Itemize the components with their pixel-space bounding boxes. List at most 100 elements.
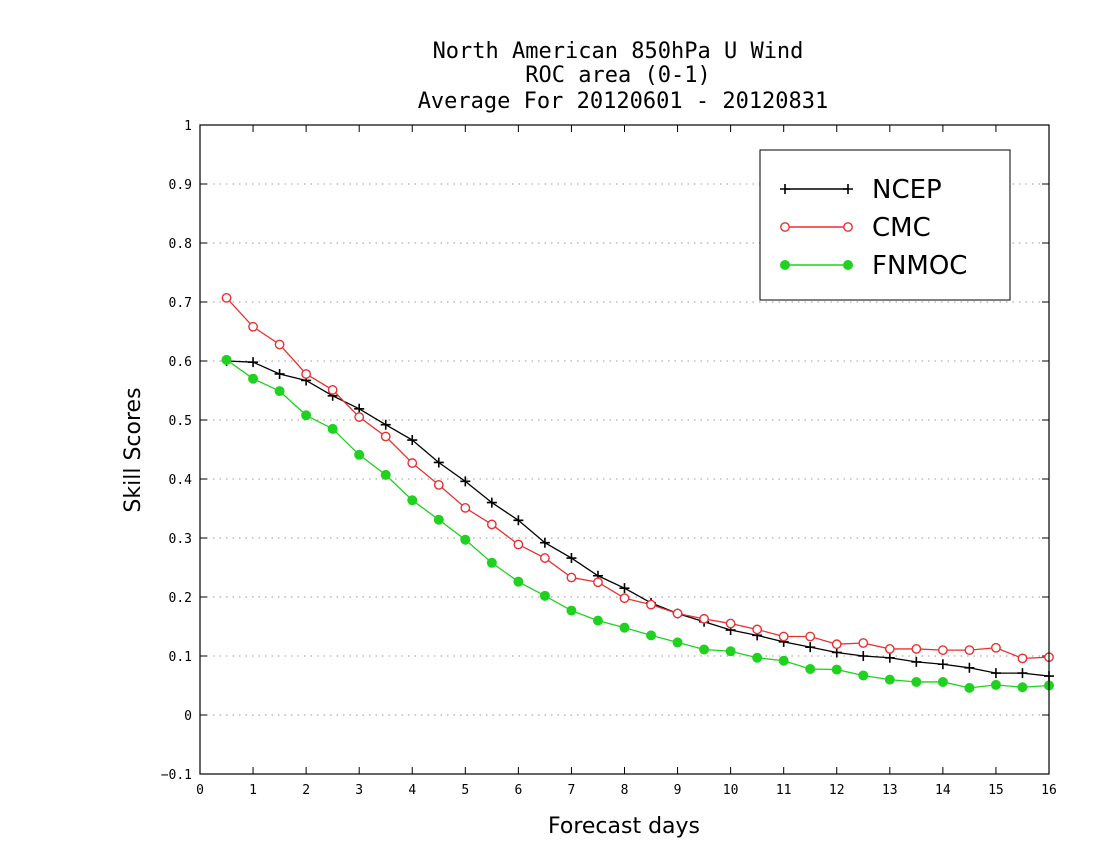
chart-title-line-1: North American 850hPa U Wind (433, 39, 804, 64)
data-point-cmc (566, 572, 577, 583)
data-point-fnmoc (778, 655, 789, 666)
data-point-fnmoc (539, 590, 550, 601)
data-point-ncep (619, 583, 630, 594)
y-tick-label: −0.1 (161, 768, 192, 783)
data-point-ncep (964, 662, 975, 673)
data-point-fnmoc (672, 637, 683, 648)
y-tick-label: 0.9 (169, 178, 192, 193)
data-point-fnmoc (884, 674, 895, 685)
data-point-fnmoc (964, 682, 975, 693)
data-point-fnmoc (725, 646, 736, 657)
x-tick-label: 1 (249, 783, 257, 798)
data-point-cmc (831, 639, 842, 650)
x-tick-label: 10 (723, 783, 739, 798)
data-point-cmc (884, 644, 895, 654)
data-point-fnmoc (911, 676, 922, 687)
data-point-fnmoc (248, 373, 259, 384)
data-point-cmc (248, 321, 258, 332)
data-point-cmc (858, 638, 869, 648)
legend-marker-fnmoc (780, 260, 790, 270)
data-point-cmc (805, 631, 816, 642)
data-point-fnmoc (380, 469, 391, 480)
data-point-ncep (513, 515, 524, 526)
x-tick-label: 14 (935, 783, 951, 798)
data-point-ncep (248, 357, 259, 368)
x-tick-label: 16 (1041, 783, 1057, 798)
data-point-cmc (327, 385, 338, 395)
data-point-ncep (354, 403, 365, 414)
data-point-cmc (513, 539, 524, 550)
series-line-fnmoc (226, 359, 1050, 689)
data-point-fnmoc (460, 534, 471, 545)
x-tick-label: 2 (302, 783, 310, 798)
data-point-cmc (593, 577, 603, 588)
x-tick-label: 4 (408, 783, 416, 798)
data-point-cmc (380, 431, 391, 442)
data-point-ncep (539, 537, 550, 548)
data-point-ncep (937, 659, 948, 670)
chart-title-line-2: ROC area (0-1) (525, 63, 710, 88)
data-point-ncep (460, 476, 471, 487)
y-tick-label: 0.2 (169, 591, 192, 606)
x-tick-label: 11 (776, 783, 792, 798)
legend-marker-cmc (843, 222, 853, 232)
data-point-ncep (858, 651, 869, 661)
data-point-fnmoc (513, 576, 524, 587)
data-point-cmc (778, 631, 789, 642)
x-tick-label: 3 (355, 783, 363, 798)
data-point-fnmoc (592, 615, 603, 626)
data-point-cmc (486, 519, 497, 530)
data-point-cmc (672, 608, 683, 619)
legend-marker-ncep (780, 184, 790, 194)
data-point-fnmoc (407, 495, 418, 506)
data-point-cmc (540, 553, 550, 563)
x-tick-label: 0 (196, 783, 204, 798)
data-point-ncep (805, 642, 816, 653)
data-point-cmc (1017, 653, 1028, 664)
x-tick-label: 6 (514, 783, 522, 798)
data-point-ncep (831, 647, 842, 658)
data-point-fnmoc (858, 670, 869, 681)
data-point-ncep (990, 668, 1001, 679)
data-point-cmc (911, 644, 922, 654)
data-point-ncep (407, 435, 418, 446)
data-point-cmc (752, 624, 763, 635)
data-point-cmc (221, 292, 232, 303)
data-point-fnmoc (221, 354, 232, 365)
data-point-fnmoc (752, 652, 763, 663)
data-point-ncep (486, 497, 497, 508)
y-tick-label: 0.4 (169, 473, 193, 488)
data-point-cmc (646, 599, 656, 610)
data-point-fnmoc (327, 423, 338, 434)
data-point-fnmoc (619, 622, 630, 633)
data-point-fnmoc (805, 663, 816, 674)
data-point-fnmoc (831, 664, 842, 675)
data-point-fnmoc (433, 514, 444, 525)
data-point-fnmoc (486, 557, 497, 568)
y-tick-labels: −0.1 0 0.1 0.2 0.3 0.4 0.5 0.6 0.7 0.8 0.9 1 (161, 119, 192, 783)
y-tick-label: 0.1 (169, 650, 192, 665)
legend-label-ncep: NCEP (872, 175, 942, 205)
y-axis-label: Skill Scores (121, 387, 146, 512)
data-point-fnmoc (354, 449, 365, 460)
data-point-cmc (725, 618, 736, 629)
legend-marker-cmc (780, 222, 790, 232)
y-tick-label: 1 (184, 119, 192, 134)
data-point-fnmoc (301, 410, 312, 421)
data-point-ncep (566, 553, 577, 564)
data-point-cmc (619, 593, 630, 604)
data-point-ncep (433, 457, 444, 468)
y-tick-label: 0.8 (169, 237, 192, 252)
data-point-cmc (699, 613, 709, 624)
data-point-cmc (274, 339, 285, 350)
legend-label-cmc: CMC (872, 213, 931, 243)
data-point-ncep (884, 652, 895, 663)
x-tick-label: 7 (568, 783, 576, 798)
data-point-fnmoc (566, 605, 577, 616)
legend-label-fnmoc: FNMOC (872, 251, 967, 281)
data-point-cmc (433, 479, 444, 490)
data-point-ncep (1017, 668, 1028, 679)
data-point-fnmoc (990, 679, 1001, 690)
plot-frame (199, 124, 1050, 775)
